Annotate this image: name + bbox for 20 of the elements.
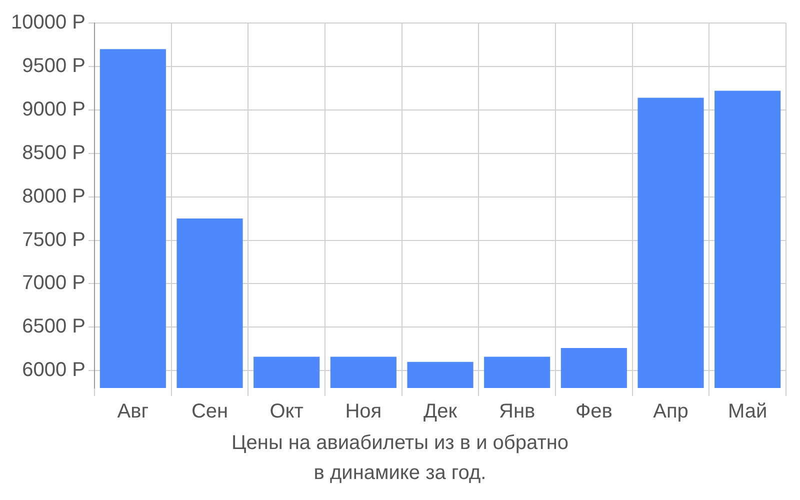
y-tick-label: 10000 Р (10, 12, 86, 34)
text: в динамике за год. (312, 461, 488, 486)
y-tick-label: 9500 Р (22, 54, 86, 77)
x-tick-label: Окт (270, 400, 304, 423)
y-tick-label: 8000 Р (22, 185, 86, 208)
x-tick-label: Дек (424, 400, 458, 423)
y-tick-label: 8500 Р (22, 142, 86, 164)
x-tick-label: Фев (575, 400, 612, 423)
y-tick-label: 7500 Р (22, 228, 86, 251)
x-tick-label: Май (728, 400, 768, 423)
x-tick-label: Авг (117, 400, 149, 423)
text: Цены на авиабилеты из в и обратно (230, 431, 570, 456)
x-tick-label: Ноя (345, 400, 382, 423)
x-tick-label: Апр (653, 400, 688, 423)
x-tick-label: Янв (499, 400, 536, 423)
y-tick-label: 6500 Р (22, 316, 86, 338)
y-tick-label: 9000 Р (22, 98, 86, 120)
x-tick-label: Сен (191, 400, 228, 423)
y-tick-label: 7000 Р (22, 272, 86, 294)
y-tick-label: 6000 Р (22, 359, 86, 382)
